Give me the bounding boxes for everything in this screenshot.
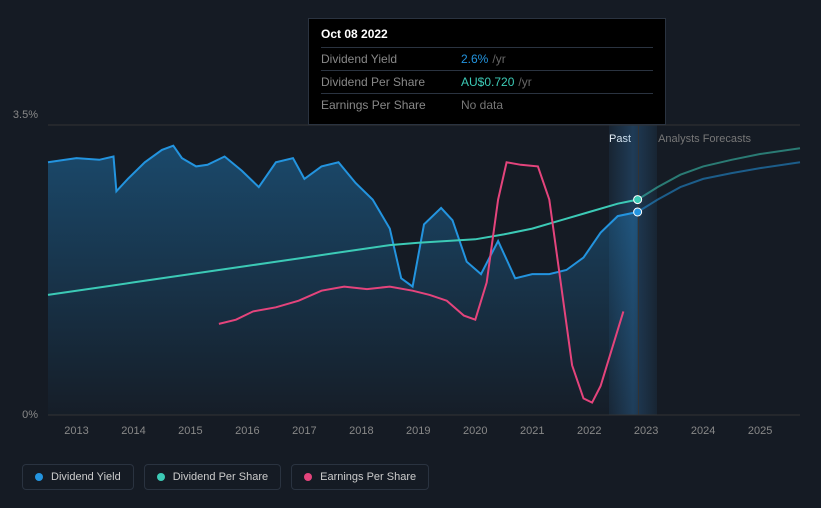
- legend-dot-icon: [304, 473, 312, 481]
- tooltip-row-value: 2.6%: [461, 52, 488, 66]
- legend-item-dividend-per-share[interactable]: Dividend Per Share: [144, 464, 281, 490]
- legend-label: Dividend Per Share: [173, 471, 268, 483]
- tooltip-row-label: Dividend Per Share: [321, 75, 461, 89]
- chart-container: 3.5% 0% Past Analysts Forecasts 20132014…: [0, 105, 821, 445]
- x-tick: 2020: [463, 425, 487, 437]
- legend-label: Dividend Yield: [51, 471, 121, 483]
- marker-dividend_per_share: [634, 196, 642, 204]
- x-tick: 2025: [748, 425, 772, 437]
- legend-dot-icon: [157, 473, 165, 481]
- legend-item-dividend-yield[interactable]: Dividend Yield: [22, 464, 134, 490]
- chart-tooltip: Oct 08 2022 Dividend Yield2.6%/yrDividen…: [308, 18, 666, 125]
- x-tick: 2018: [349, 425, 373, 437]
- x-tick: 2023: [634, 425, 658, 437]
- x-tick: 2013: [64, 425, 88, 437]
- tooltip-row-unit: /yr: [492, 52, 505, 66]
- y-axis: 3.5% 0%: [0, 105, 44, 445]
- x-tick: 2016: [235, 425, 259, 437]
- legend-label: Earnings Per Share: [320, 471, 416, 483]
- line-forecast-dividend_yield: [638, 162, 800, 212]
- x-tick: 2024: [691, 425, 715, 437]
- x-tick: 2021: [520, 425, 544, 437]
- tooltip-row-value: AU$0.720: [461, 75, 514, 89]
- line-forecast-dividend_per_share: [638, 148, 800, 199]
- marker-dividend_yield: [634, 208, 642, 216]
- tooltip-row: Dividend Yield2.6% /yr: [321, 47, 653, 70]
- x-tick: 2014: [121, 425, 145, 437]
- tooltip-row: Dividend Per ShareAU$0.720/yr: [321, 70, 653, 93]
- legend-item-earnings-per-share[interactable]: Earnings Per Share: [291, 464, 429, 490]
- legend: Dividend Yield Dividend Per Share Earnings…: [22, 464, 429, 490]
- x-tick: 2019: [406, 425, 430, 437]
- tooltip-row-unit: /yr: [518, 75, 531, 89]
- area-dividend_yield: [48, 146, 638, 415]
- tooltip-row-label: Dividend Yield: [321, 52, 461, 66]
- x-axis: 2013 2014 2015 2016 2017 2018 2019 2020 2021 2022…: [48, 425, 800, 445]
- chart-plot[interactable]: [48, 125, 800, 415]
- tooltip-row: Earnings Per ShareNo data: [321, 93, 653, 116]
- tooltip-date: Oct 08 2022: [321, 27, 653, 47]
- y-tick-max: 3.5%: [13, 109, 38, 121]
- x-tick: 2022: [577, 425, 601, 437]
- tooltip-row-value: No data: [461, 98, 503, 112]
- tooltip-row-label: Earnings Per Share: [321, 98, 461, 112]
- x-tick: 2015: [178, 425, 202, 437]
- legend-dot-icon: [35, 473, 43, 481]
- x-tick: 2017: [292, 425, 316, 437]
- y-tick-min: 0%: [22, 409, 38, 421]
